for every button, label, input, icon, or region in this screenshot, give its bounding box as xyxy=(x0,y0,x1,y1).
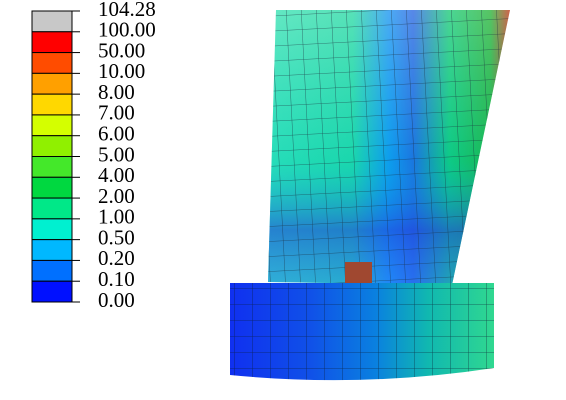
legend-band xyxy=(31,52,73,74)
legend: 104.28100.0050.0010.008.007.006.005.004.… xyxy=(31,0,156,312)
legend-label: 5.00 xyxy=(98,142,135,166)
base-mesh xyxy=(230,283,494,381)
legend-band xyxy=(31,31,73,54)
legend-label: 0.10 xyxy=(98,267,135,291)
legend-band xyxy=(31,218,73,241)
contact-zone xyxy=(345,262,372,285)
legend-label: 2.00 xyxy=(98,184,135,208)
legend-label: 10.00 xyxy=(98,59,145,83)
legend-band xyxy=(31,259,73,282)
model xyxy=(230,10,510,381)
legend-label: 50.00 xyxy=(98,38,145,62)
legend-label: 4.00 xyxy=(98,163,135,187)
legend-label: 1.00 xyxy=(98,205,135,229)
legend-band xyxy=(31,72,73,95)
legend-band xyxy=(31,10,73,33)
legend-band xyxy=(31,114,73,137)
legend-label: 104.28 xyxy=(98,0,156,21)
legend-label: 100.00 xyxy=(98,18,156,42)
legend-band xyxy=(31,176,73,199)
legend-label: 6.00 xyxy=(98,122,135,146)
column-mesh xyxy=(268,10,510,285)
legend-band xyxy=(31,93,73,116)
legend-band xyxy=(31,280,73,303)
legend-label: 7.00 xyxy=(98,101,135,125)
legend-label: 8.00 xyxy=(98,80,135,104)
legend-band xyxy=(31,239,73,261)
legend-band xyxy=(31,135,73,157)
legend-label: 0.00 xyxy=(98,288,135,312)
legend-label: 0.20 xyxy=(98,246,135,270)
legend-band xyxy=(31,197,73,220)
legend-label: 0.50 xyxy=(98,225,135,249)
legend-band xyxy=(31,156,73,178)
